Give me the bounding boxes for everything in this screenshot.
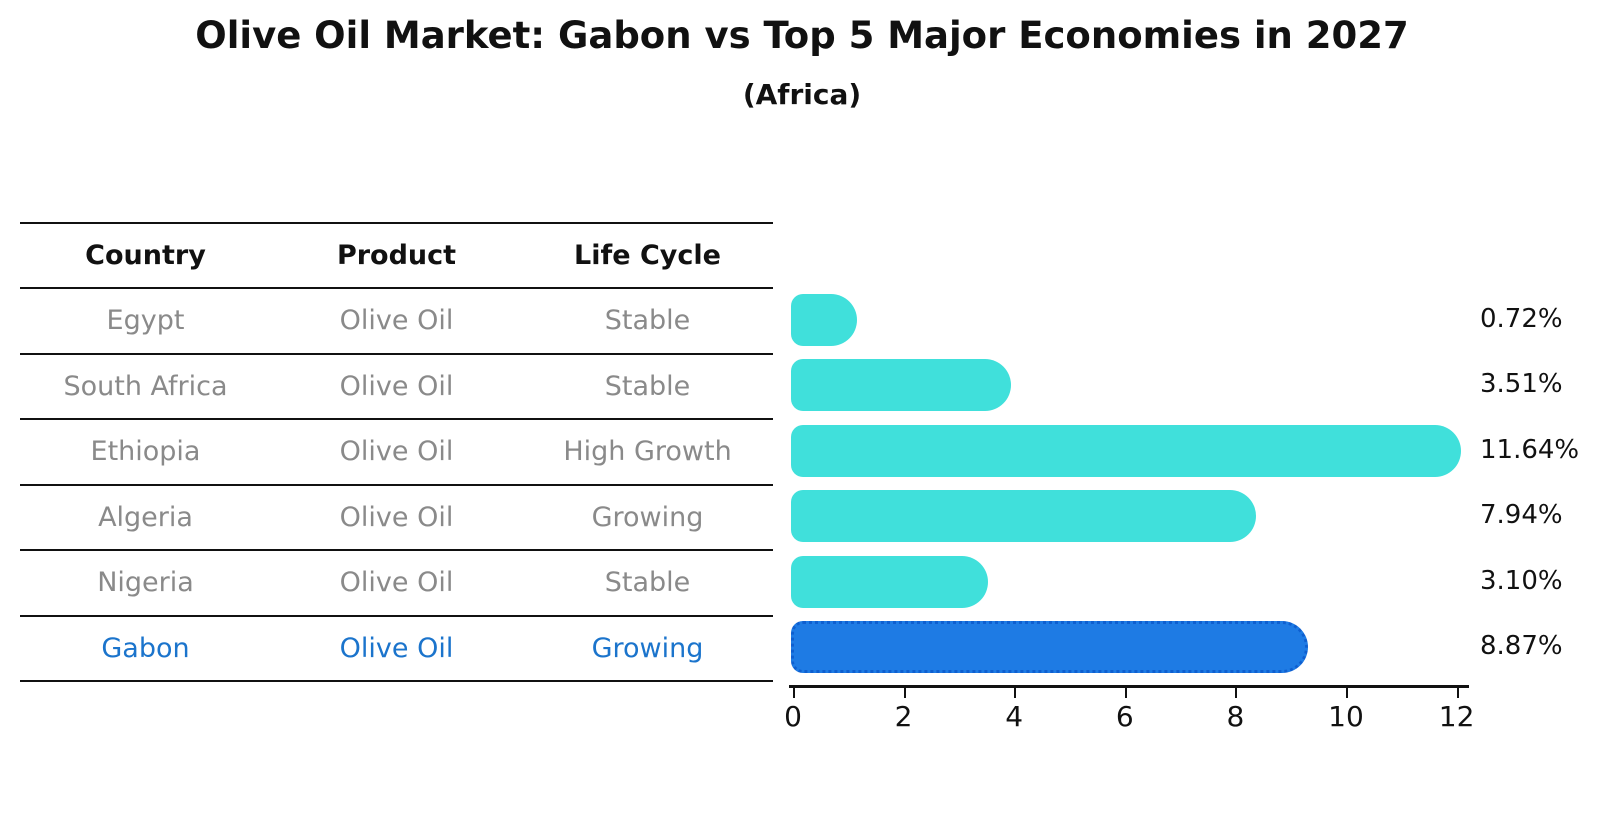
x-tick-mark-8 [1235,687,1238,698]
cell-product: Olive Oil [339,501,454,533]
table-body: Egypt Olive Oil Stable South Africa Olive Oi… [20,289,773,682]
cell-country: Algeria [98,501,193,533]
x-tick-label-12: 12 [1438,700,1475,733]
x-tick-mark-0 [793,687,795,698]
value-label-south-africa: 3.51% [1480,369,1563,400]
bar-gabon [791,621,1308,674]
table-row-algeria: Algeria Olive Oil Growing [20,486,773,551]
x-tick-mark-2 [903,687,906,698]
cell-country: Nigeria [97,567,194,599]
cell-product: Olive Oil [339,305,454,337]
cell-product: Olive Oil [339,567,454,599]
value-label-egypt: 0.72% [1480,303,1563,334]
cell-life-cycle: Stable [604,370,691,402]
x-tick-mark-10 [1346,687,1348,698]
table-row-nigeria: Nigeria Olive Oil Stable [20,551,773,617]
bar-algeria [791,490,1257,543]
x-tick-label-2: 2 [894,700,913,733]
value-label-nigeria: 3.10% [1480,565,1563,596]
cell-product: Olive Oil [339,370,454,402]
column-header-lifecycle: Life Cycle [574,240,721,271]
table-header-row: Country Product Life Cycle [20,222,773,289]
cell-product: Olive Oil [339,632,454,664]
x-axis-line [789,685,1469,688]
x-tick-label-0: 0 [784,700,802,733]
table-row-ethiopia: Ethiopia Olive Oil High Growth [20,420,773,486]
value-label-algeria: 7.94% [1480,500,1563,531]
value-label-gabon: 8.87% [1480,631,1563,662]
country-table: Country Product Life Cycle Egypt Olive Oi… [20,222,773,682]
cell-life-cycle: Stable [604,567,691,599]
x-tick-label-10: 10 [1328,700,1364,733]
x-tick-label-4: 4 [1005,700,1024,733]
x-tick-label-6: 6 [1115,700,1134,733]
cell-life-cycle: Stable [604,305,691,337]
chart-subtitle: (Africa) [742,78,862,111]
x-tick-mark-6 [1124,687,1127,698]
cell-country: South Africa [63,370,228,402]
x-tick-mark-4 [1014,687,1017,698]
column-header-country: Country [85,240,206,271]
bar-nigeria [791,555,989,608]
x-tick-label-8: 8 [1226,700,1245,733]
cell-life-cycle: Growing [591,632,704,664]
table-row-gabon: Gabon Olive Oil Growing [20,617,773,682]
x-tick-mark-12 [1456,687,1459,698]
cell-country: Ethiopia [90,436,201,468]
cell-country: Egypt [106,305,185,337]
table-row-egypt: Egypt Olive Oil Stable [20,289,773,355]
bar-ethiopia [791,424,1461,477]
chart-title: Olive Oil Market: Gabon vs Top 5 Major E… [195,14,1409,57]
table-row-south-africa: South Africa Olive Oil Stable [20,355,773,420]
column-header-product: Product [336,240,457,271]
cell-country: Gabon [101,632,190,664]
bar-south-africa [791,359,1012,412]
cell-product: Olive Oil [339,436,454,468]
bar-egypt [791,293,857,346]
cell-life-cycle: Growing [591,501,704,533]
value-label-ethiopia: 11.64% [1480,434,1580,465]
cell-life-cycle: High Growth [563,436,732,468]
